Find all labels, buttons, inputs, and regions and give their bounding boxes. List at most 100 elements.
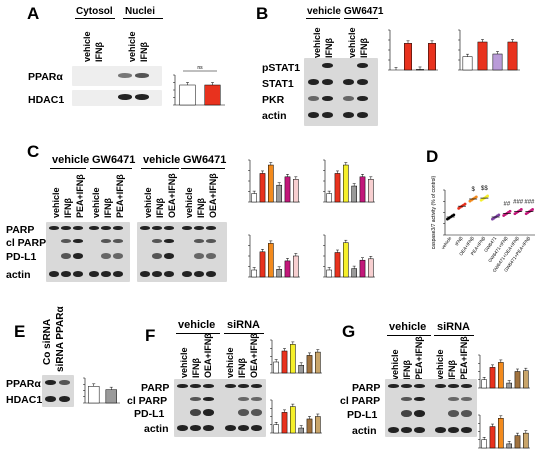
chart-bar xyxy=(343,242,349,278)
chart-bar xyxy=(290,406,296,434)
chart-bar xyxy=(462,56,473,71)
row-label: cl PARP xyxy=(6,237,47,249)
panel-letter-g: G xyxy=(342,322,356,341)
row-label: cl PARP xyxy=(127,395,168,407)
chart-bar xyxy=(498,362,504,389)
chart-bar xyxy=(326,269,333,278)
chart-bar xyxy=(293,179,299,203)
chart-bar xyxy=(251,269,257,278)
chart-bar xyxy=(359,259,366,278)
chart-bar xyxy=(523,370,529,389)
row-label: PARP xyxy=(141,382,170,394)
chart-bar xyxy=(204,84,221,106)
header-sirna: siRNA xyxy=(227,319,261,331)
d-sig-label: $$ xyxy=(481,186,488,192)
chart-bar xyxy=(179,84,196,106)
row-label: HDAC1 xyxy=(6,394,43,406)
chart-bar xyxy=(268,243,274,278)
chart-bar xyxy=(315,416,321,434)
chart-bar xyxy=(477,41,488,71)
chart-bar xyxy=(268,164,274,203)
chart-bar xyxy=(514,371,521,389)
chart-bar xyxy=(281,412,288,434)
row-label: PD-L1 xyxy=(6,251,37,263)
row-label: HDAC1 xyxy=(28,94,65,106)
chart-bar xyxy=(368,258,374,278)
header-vehicle: vehicle xyxy=(143,154,181,166)
chart-bar xyxy=(492,53,503,71)
header-vehicle: vehicle xyxy=(178,319,216,331)
scatter-point xyxy=(452,213,456,217)
chart-bar xyxy=(523,432,529,449)
header-gw6471: GW6471 xyxy=(183,154,227,166)
row-label: actin xyxy=(6,269,31,281)
chart-bar xyxy=(351,268,358,278)
d-category-label: vehicle xyxy=(440,235,452,250)
d-sig-label: ### xyxy=(513,200,524,206)
ns-label: ns xyxy=(197,65,203,71)
chart-bar xyxy=(306,355,313,374)
chart-bar xyxy=(88,386,100,404)
header-vehicle: vehicle xyxy=(52,154,90,166)
chart-bar xyxy=(428,43,436,71)
scatter-point xyxy=(508,209,512,213)
chart-bar xyxy=(334,252,341,278)
chart-bar xyxy=(416,69,424,71)
chart-bar xyxy=(281,350,288,374)
header-gw6471: GW6471 xyxy=(92,154,136,166)
row-label: PARP xyxy=(352,382,381,394)
chart-bar xyxy=(105,389,117,404)
row-label: PARP xyxy=(6,224,35,236)
chart-bar xyxy=(273,424,280,434)
chart-bar xyxy=(351,185,358,203)
chart-bar xyxy=(489,367,496,389)
chart-bar xyxy=(259,251,266,278)
panel-letter-c: C xyxy=(27,142,40,161)
chart-bar xyxy=(481,379,488,389)
row-label: PD-L1 xyxy=(347,409,378,421)
chart-bar xyxy=(293,255,299,278)
chart-bar xyxy=(334,173,341,203)
chart-bar xyxy=(359,176,366,203)
row-label: PD-L1 xyxy=(134,408,165,420)
d-sig-label: $ xyxy=(471,187,475,193)
chart-bar xyxy=(273,361,280,374)
header-nuclei: Nuclei xyxy=(125,6,156,17)
chart-bar xyxy=(481,439,488,449)
panel-letter-d: D xyxy=(426,147,439,166)
d-category-label: IFNβ xyxy=(454,235,464,246)
panel-letter-a: A xyxy=(27,4,40,23)
row-label: actin xyxy=(144,423,169,435)
chart-bar xyxy=(343,164,349,203)
d-sig-label: ## xyxy=(504,201,511,207)
header-vehicle: vehicle xyxy=(307,6,341,17)
chart-bar xyxy=(284,260,291,278)
header-cytosol: Cytosol xyxy=(76,6,113,17)
blot-ppara xyxy=(72,66,162,86)
row-label: STAT1 xyxy=(262,78,294,90)
chart-bar xyxy=(306,418,313,434)
chart-bar xyxy=(404,43,412,71)
chart-bar xyxy=(298,365,305,374)
chart-bar xyxy=(506,443,513,449)
chart-bar xyxy=(290,344,296,374)
chart-bar xyxy=(506,382,513,389)
chart-bar xyxy=(368,179,374,203)
chart-bar xyxy=(276,269,283,278)
scatter-point xyxy=(519,208,523,211)
chart-bar xyxy=(276,184,283,203)
chart-bar xyxy=(514,435,521,449)
chart-bar xyxy=(498,418,504,449)
panel-letter-e: E xyxy=(14,322,26,341)
scatter-point xyxy=(497,213,501,217)
scatter-point xyxy=(463,202,467,206)
chart-bar xyxy=(251,193,257,203)
row-label: pSTAT1 xyxy=(262,62,301,74)
d-ylabel: caspase3/7 activity (% of control) xyxy=(431,175,437,249)
row-label: PPARα xyxy=(6,378,41,390)
d-sig-label: ### xyxy=(524,200,535,206)
chart-bar xyxy=(326,193,333,203)
row-label: actin xyxy=(262,110,287,122)
chart-bar xyxy=(489,426,496,449)
